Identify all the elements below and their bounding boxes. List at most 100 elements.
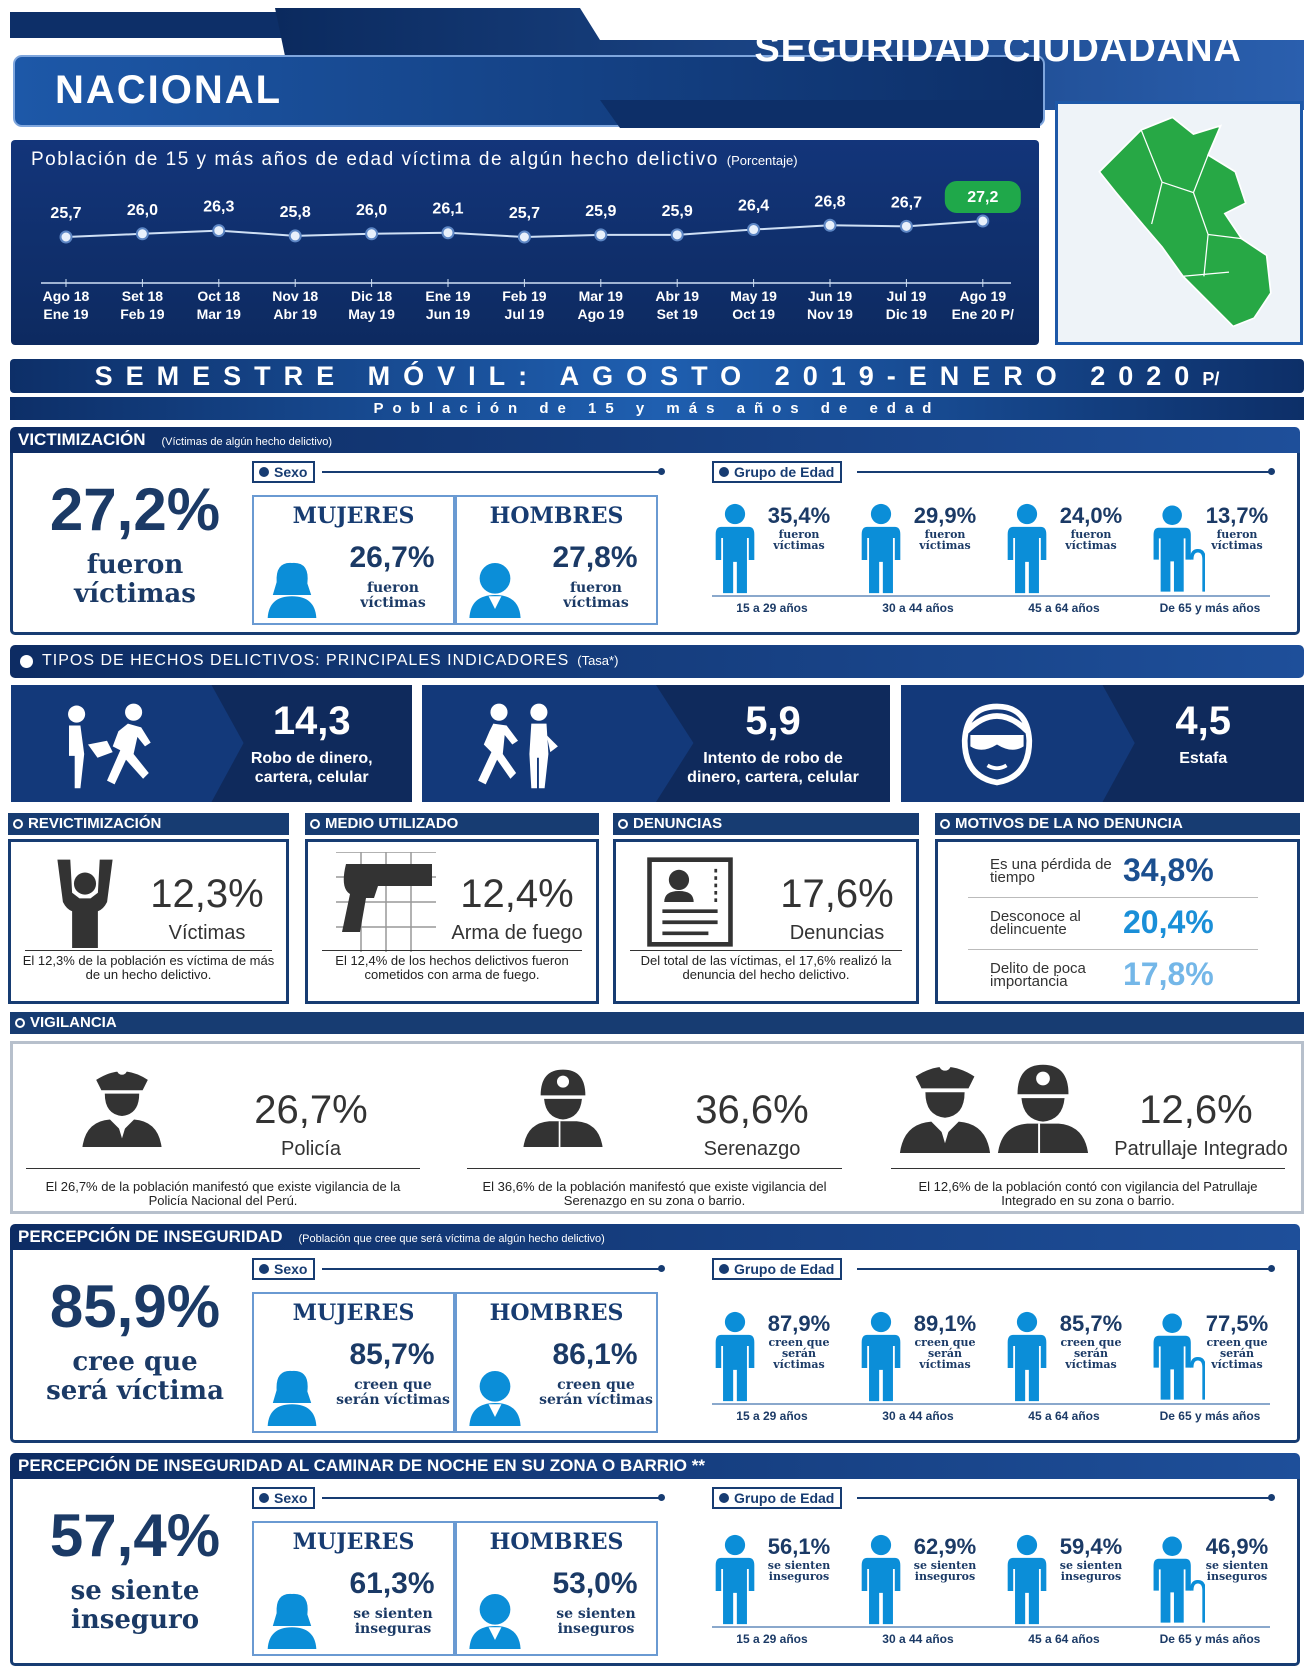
x-tick-label: Jun 19 <box>808 288 853 304</box>
tag-line <box>857 471 1270 473</box>
x-tick-label: Oct 18 <box>197 288 240 304</box>
section-header: TIPOS DE HECHOS DELICTIVOS: PRINCIPALES … <box>10 645 1304 678</box>
age-label: fueron víctimas <box>1065 528 1117 552</box>
age-value: 87,9% <box>767 1311 831 1336</box>
icon <box>520 1048 606 1160</box>
vigilancia-box <box>10 1041 1304 1214</box>
icon <box>1078 109 1288 339</box>
value-label: 26,3 <box>203 199 234 216</box>
x-tick-label: May 19 <box>730 288 777 304</box>
rule <box>968 949 1258 950</box>
icon-shape <box>870 1311 892 1333</box>
icon-shape <box>724 1534 746 1556</box>
trend-point <box>288 229 302 243</box>
icon-shape <box>529 723 549 789</box>
age-label: se sienten inseguros <box>913 1559 977 1583</box>
age-value: 35,4% <box>767 503 831 528</box>
section-header: VIGILANCIA <box>10 1012 1304 1034</box>
icon <box>858 1311 904 1403</box>
header-dot <box>13 819 23 829</box>
tag-line <box>322 1497 660 1499</box>
vigilancia-value: 36,6% <box>695 1088 809 1132</box>
icon-shape <box>479 1593 511 1625</box>
section-header: MOTIVOS DE LA NO DENUNCIA <box>935 813 1300 835</box>
sex-label: se sienten inseguras <box>353 1606 433 1637</box>
icon-graphic <box>267 562 317 618</box>
x-tick-label: Nov 18 <box>272 288 318 304</box>
indicator-value: 17,6% <box>780 872 894 916</box>
sex-column: HOMBRES 86,1% creen que serán víctimas <box>455 1292 658 1433</box>
age-label: se sienten inseguros <box>767 1559 831 1583</box>
total-value: 27,2% <box>49 476 221 543</box>
x-tick-label: Mar 19 <box>197 306 242 322</box>
icon-shape <box>715 526 755 594</box>
age-value: 85,7% <box>1059 1311 1123 1336</box>
section-note: (Población que cree que será víctima de … <box>298 1233 605 1245</box>
section-note: (Víctimas de algún hecho delictivo) <box>161 436 333 448</box>
sex-name: MUJERES <box>292 1300 415 1326</box>
icon-graphic <box>469 562 521 618</box>
icon-shape <box>870 1534 892 1556</box>
age-value: 29,9% <box>913 503 977 528</box>
crime-card: 5,9 Intento de robo de dinero, cartera, c… <box>422 685 890 802</box>
icon-shape <box>267 596 317 618</box>
age-label: se sienten inseguros <box>1059 1559 1123 1583</box>
trend-panel: Población de 15 y más años de edad vícti… <box>11 140 1039 345</box>
icon-shape <box>1016 1311 1038 1333</box>
icon-shape <box>69 725 85 789</box>
sex-value: 86,1% <box>552 1338 638 1371</box>
icon-shape <box>724 503 746 525</box>
section-box <box>10 1250 1300 1443</box>
sex-label: se sienten inseguros <box>556 1606 636 1637</box>
tag-end <box>1268 1265 1275 1272</box>
icon <box>260 551 324 621</box>
icon-shape <box>488 596 502 610</box>
motivo-label: Es una pérdida de tiempo <box>990 856 1112 886</box>
header-dot <box>940 819 950 829</box>
icon <box>260 1582 324 1652</box>
age-value: 24,0% <box>1059 503 1123 528</box>
icon-shape <box>939 1058 951 1071</box>
icon-shape <box>861 1557 901 1625</box>
icon <box>1004 503 1050 595</box>
icon-shape <box>668 869 690 891</box>
x-tick-label: Abr 19 <box>655 288 699 304</box>
icon-shape <box>915 1066 975 1089</box>
motivos-box: Es una pérdida de tiempo 34,8% Desconoce a… <box>935 839 1300 1004</box>
indicator-box: 12,3% Víctimas El 12,3% de la población es… <box>8 839 289 1004</box>
icon <box>463 1359 527 1429</box>
tag-dot <box>719 467 729 477</box>
trend-unit: (Porcentaje) <box>726 153 798 168</box>
crime-card: 14,3 Robo de dinero, cartera, celular <box>11 685 412 802</box>
icon <box>438 697 598 792</box>
indicator-box: 17,6% Denuncias Del total de las víctimas,… <box>613 839 919 1004</box>
crime-value: 4,5 <box>1175 699 1232 743</box>
x-tick-label: Feb 19 <box>120 306 165 322</box>
icon <box>39 852 131 952</box>
age-value: 13,7% <box>1205 503 1269 528</box>
sex-value: 53,0% <box>552 1567 638 1600</box>
indicator-desc: El 12,3% de la población es víctima de m… <box>22 953 275 982</box>
x-tick-label: Abr 19 <box>273 306 317 322</box>
header-title: SEGURIDAD CIUDADANA <box>754 28 1242 70</box>
rule <box>322 950 582 951</box>
age-value: 46,9% <box>1205 1534 1269 1559</box>
trend-point <box>670 228 684 242</box>
vigilancia-value: 12,6% <box>1139 1088 1253 1132</box>
age-value: 89,1% <box>913 1311 977 1336</box>
tag-end <box>1268 1494 1275 1501</box>
icon <box>712 1311 758 1403</box>
x-tick-label: Ene 20 P/ <box>952 306 1014 322</box>
icon-shape <box>88 740 113 758</box>
x-tick-label: Set 19 <box>657 306 698 322</box>
age-baseline <box>712 595 1270 597</box>
tag: Sexo <box>252 461 316 483</box>
icon-shape <box>939 1123 951 1144</box>
tag-dot <box>259 1264 269 1274</box>
icon-graphic <box>715 1311 755 1402</box>
x-tick-label: Nov 19 <box>807 306 853 322</box>
icon <box>644 852 736 952</box>
icon <box>858 1534 904 1626</box>
trend-point <box>976 214 990 228</box>
tag-dot <box>259 1493 269 1503</box>
